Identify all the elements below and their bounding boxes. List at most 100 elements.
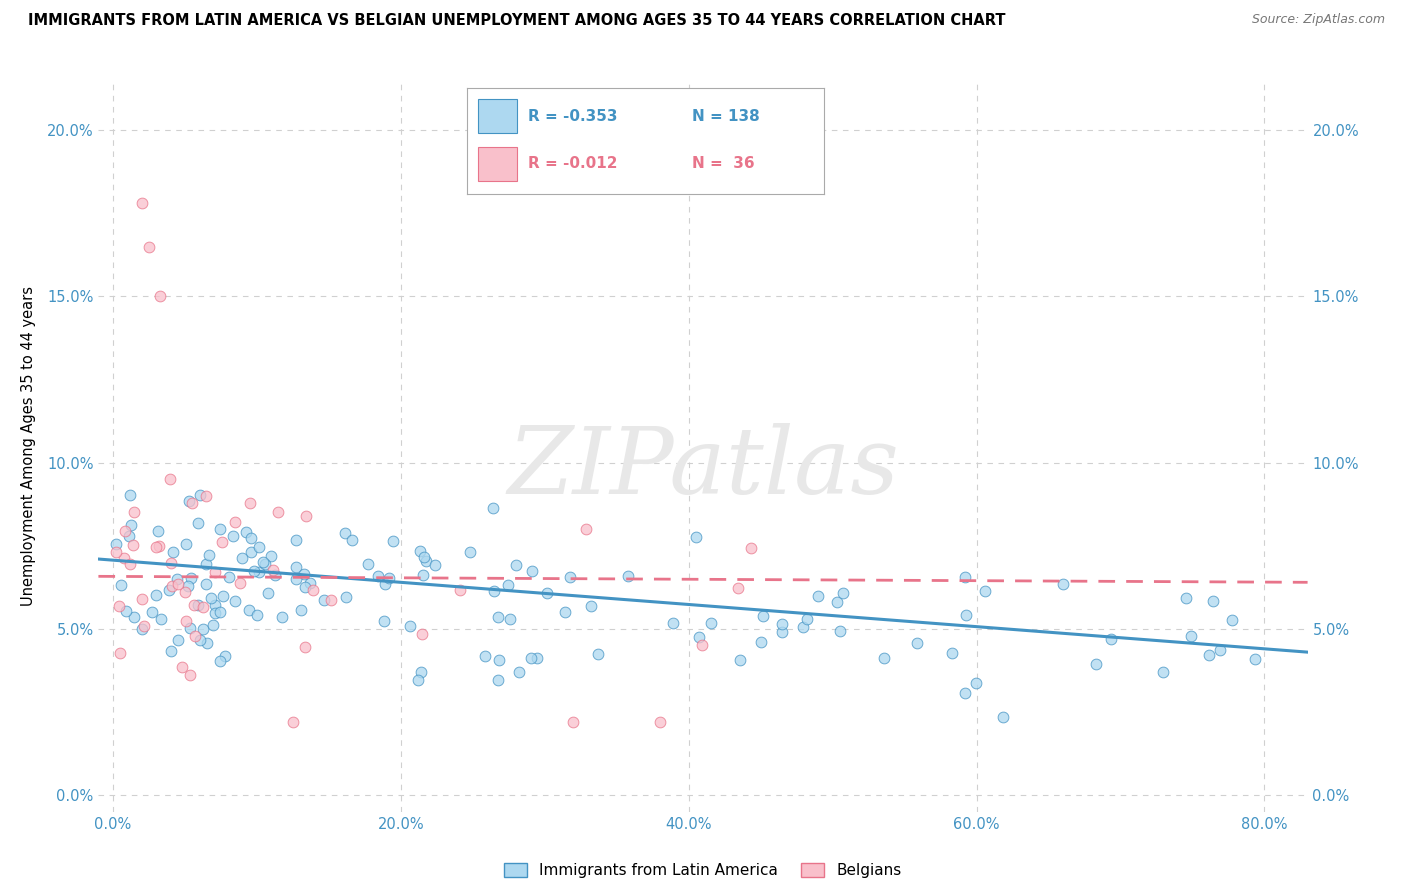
Point: [138, 239, 160, 253]
Point: [247, 540, 270, 554]
Point: [692, 638, 714, 652]
Point: [406, 673, 429, 688]
Point: [1152, 665, 1174, 679]
Point: [159, 472, 181, 486]
Point: [770, 625, 793, 640]
Point: [1209, 643, 1232, 657]
Point: [262, 563, 284, 577]
Point: [246, 607, 269, 622]
Point: [486, 609, 509, 624]
Point: [124, 506, 146, 520]
Point: [993, 710, 1015, 724]
Point: [955, 570, 977, 584]
Point: [298, 575, 321, 590]
Point: [792, 620, 814, 634]
Point: [239, 544, 262, 558]
Point: [193, 599, 215, 614]
Point: [179, 622, 201, 636]
Point: [579, 599, 602, 614]
Point: [586, 647, 609, 661]
Point: [499, 612, 522, 626]
Point: [229, 575, 252, 590]
Point: [770, 616, 793, 631]
Point: [179, 667, 201, 681]
Point: [108, 599, 131, 613]
Point: [728, 653, 751, 667]
Point: [187, 599, 209, 613]
Point: [104, 537, 127, 551]
Point: [249, 565, 271, 579]
Point: [224, 516, 246, 530]
Point: [740, 541, 762, 555]
Point: [105, 545, 128, 559]
Point: [508, 665, 530, 679]
Point: [243, 564, 266, 578]
Point: [302, 583, 325, 598]
Point: [831, 586, 853, 600]
Point: [145, 540, 167, 554]
Point: [413, 549, 436, 564]
Point: [941, 647, 963, 661]
Point: [554, 605, 576, 619]
Point: [214, 649, 236, 664]
Point: [342, 533, 364, 547]
Point: [148, 540, 170, 554]
Point: [411, 626, 433, 640]
Point: [187, 516, 209, 530]
Point: [235, 524, 257, 539]
Point: [335, 591, 357, 605]
Point: [382, 533, 405, 548]
Point: [807, 589, 830, 603]
Point: [505, 558, 527, 572]
Point: [184, 629, 207, 643]
Point: [118, 557, 141, 571]
Point: [488, 653, 510, 667]
Point: [688, 630, 710, 644]
Point: [157, 582, 180, 597]
Point: [367, 568, 389, 582]
Point: [285, 560, 308, 574]
Point: [825, 595, 848, 609]
Point: [115, 604, 138, 618]
Point: [1220, 613, 1243, 627]
Point: [204, 566, 226, 580]
Point: [616, 569, 638, 583]
Point: [458, 544, 481, 558]
Point: [202, 618, 225, 632]
Point: [160, 579, 183, 593]
Point: [796, 612, 818, 626]
Point: [374, 577, 396, 591]
Point: [423, 558, 446, 573]
Point: [294, 640, 316, 654]
Point: [562, 714, 585, 729]
Point: [953, 685, 976, 699]
Point: [180, 571, 202, 585]
Point: [1175, 591, 1198, 605]
Point: [118, 488, 141, 502]
Point: [1202, 594, 1225, 608]
Point: [197, 548, 219, 562]
Point: [409, 544, 432, 558]
Point: [179, 493, 201, 508]
Point: [222, 529, 245, 543]
Point: [312, 593, 335, 607]
Point: [474, 648, 496, 663]
Point: [558, 570, 581, 584]
Point: [267, 506, 290, 520]
Point: [191, 622, 214, 636]
Y-axis label: Unemployment Among Ages 35 to 44 years: Unemployment Among Ages 35 to 44 years: [21, 286, 35, 606]
Point: [190, 633, 212, 648]
Point: [167, 633, 190, 648]
Point: [290, 602, 312, 616]
Point: [520, 564, 543, 578]
Point: [749, 635, 772, 649]
Point: [122, 610, 145, 624]
Point: [131, 196, 153, 211]
Text: IMMIGRANTS FROM LATIN AMERICA VS BELGIAN UNEMPLOYMENT AMONG AGES 35 TO 44 YEARS : IMMIGRANTS FROM LATIN AMERICA VS BELGIAN…: [28, 13, 1005, 29]
Point: [700, 615, 723, 630]
Point: [294, 580, 316, 594]
Point: [150, 612, 173, 626]
Point: [955, 607, 977, 622]
Point: [183, 599, 205, 613]
Point: [905, 636, 928, 650]
